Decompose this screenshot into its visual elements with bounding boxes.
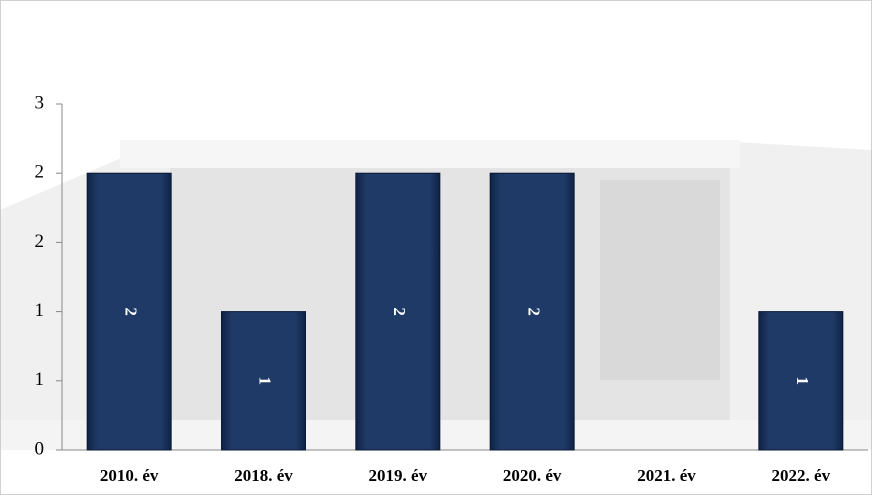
y-tick-label: 3 bbox=[35, 92, 45, 113]
bar bbox=[221, 311, 306, 451]
x-tick-label: 2019. év bbox=[369, 466, 428, 485]
bar bbox=[86, 172, 172, 451]
y-tick-label: 1 bbox=[35, 369, 45, 390]
y-tick-label: 2 bbox=[35, 231, 45, 252]
y-tick-label: 1 bbox=[35, 300, 45, 321]
data-label: 2 bbox=[390, 307, 409, 316]
bar bbox=[758, 311, 844, 451]
x-tick-label: 2022. év bbox=[772, 466, 831, 485]
bar bbox=[355, 172, 441, 451]
data-label: 2 bbox=[121, 307, 140, 316]
data-label: 2 bbox=[524, 307, 543, 316]
x-tick-label: 2018. év bbox=[234, 466, 293, 485]
x-tick-label: 2020. év bbox=[503, 466, 562, 485]
data-label: 1 bbox=[256, 377, 275, 386]
x-tick-label: 2010. év bbox=[100, 466, 159, 485]
y-tick-label: 2 bbox=[35, 162, 45, 183]
x-tick-label: 2021. év bbox=[637, 466, 696, 485]
data-label: 1 bbox=[793, 377, 812, 386]
y-tick-label: 0 bbox=[35, 438, 45, 459]
bar bbox=[489, 172, 575, 451]
